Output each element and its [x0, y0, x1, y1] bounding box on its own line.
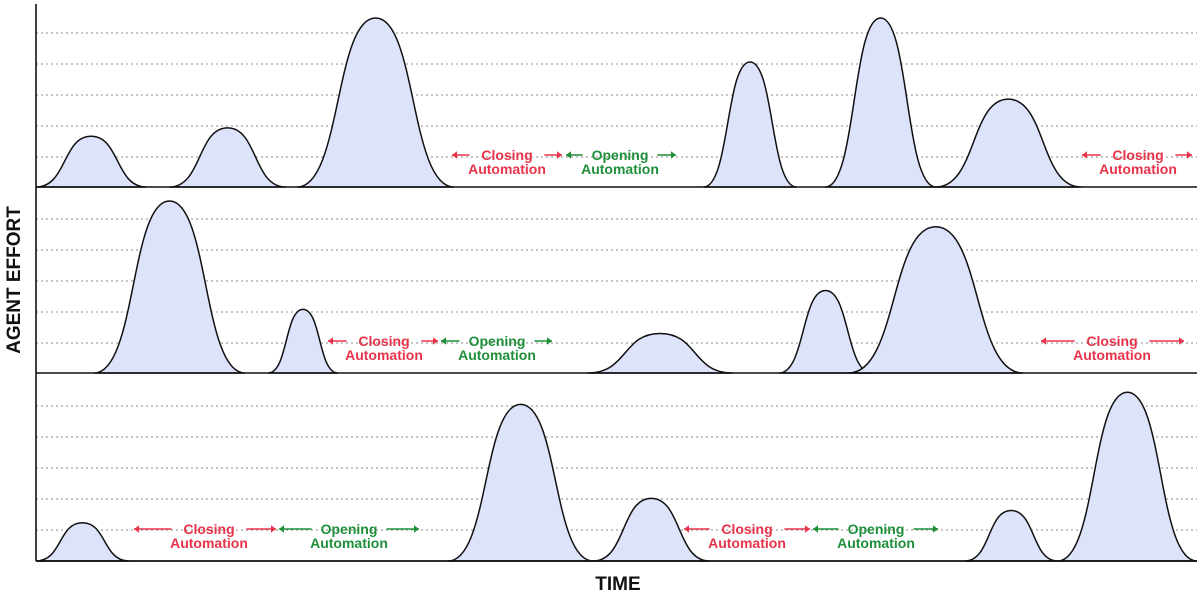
- effort-peak: [1057, 391, 1198, 562]
- label-line-1: Closing: [183, 521, 234, 537]
- right-arrow-icon: [805, 525, 810, 533]
- label-line-2: Automation: [837, 535, 915, 551]
- label-line-2: Automation: [170, 535, 248, 551]
- right-arrow-icon: [671, 151, 676, 159]
- panel-2: ClosingAutomationOpeningAutomationClosin…: [36, 200, 1197, 374]
- label-line-1: Closing: [1086, 333, 1137, 349]
- left-arrow-icon: [813, 525, 818, 533]
- left-arrow-icon: [328, 337, 333, 345]
- x-axis-title: TIME: [595, 574, 640, 595]
- right-arrow-icon: [1187, 151, 1192, 159]
- label-line-2: Automation: [1073, 347, 1151, 363]
- effort-peak: [93, 200, 246, 374]
- left-arrow-icon: [1041, 337, 1046, 345]
- label-line-1: Closing: [1112, 147, 1163, 163]
- effort-peak: [593, 497, 710, 562]
- effort-peak: [703, 61, 797, 188]
- panels-layer: ClosingAutomationOpeningAutomationClosin…: [35, 17, 1198, 562]
- left-arrow-icon: [441, 337, 446, 345]
- label-line-2: Automation: [310, 535, 388, 551]
- label-line-2: Automation: [708, 535, 786, 551]
- right-arrow-icon: [933, 525, 938, 533]
- label-line-2: Automation: [345, 347, 423, 363]
- left-arrow-icon: [1082, 151, 1087, 159]
- right-arrow-icon: [414, 525, 419, 533]
- label-line-2: Automation: [1099, 161, 1177, 177]
- effort-peak: [268, 308, 339, 374]
- label-line-1: Opening: [848, 521, 905, 537]
- left-arrow-icon: [452, 151, 457, 159]
- y-axis-title: AGENT EFFORT: [4, 206, 25, 354]
- right-arrow-icon: [557, 151, 562, 159]
- effort-peak: [297, 17, 455, 188]
- effort-peak: [35, 135, 147, 188]
- effort-peak: [964, 509, 1058, 562]
- effort-peak: [848, 226, 1023, 374]
- left-arrow-icon: [279, 525, 284, 533]
- effort-peak: [778, 289, 873, 374]
- label-line-1: Closing: [358, 333, 409, 349]
- effort-peak: [448, 403, 594, 562]
- right-arrow-icon: [433, 337, 438, 345]
- effort-peak: [587, 332, 733, 374]
- panel-3: ClosingAutomationOpeningAutomationClosin…: [35, 391, 1198, 562]
- label-line-1: Opening: [592, 147, 649, 163]
- right-arrow-icon: [547, 337, 552, 345]
- label-line-1: Opening: [321, 521, 378, 537]
- label-line-1: Closing: [481, 147, 532, 163]
- right-arrow-icon: [1179, 337, 1184, 345]
- left-arrow-icon: [134, 525, 139, 533]
- effort-peak: [169, 127, 286, 188]
- left-arrow-icon: [566, 151, 571, 159]
- effort-peak: [935, 98, 1081, 188]
- label-line-2: Automation: [468, 161, 546, 177]
- label-line-2: Automation: [458, 347, 536, 363]
- effort-peak: [35, 521, 129, 562]
- label-line-2: Automation: [581, 161, 659, 177]
- label-line-1: Closing: [721, 521, 772, 537]
- right-arrow-icon: [271, 525, 276, 533]
- panel-1: ClosingAutomationOpeningAutomationClosin…: [35, 17, 1197, 188]
- left-arrow-icon: [684, 525, 689, 533]
- effort-peak: [825, 17, 936, 188]
- label-line-1: Opening: [469, 333, 526, 349]
